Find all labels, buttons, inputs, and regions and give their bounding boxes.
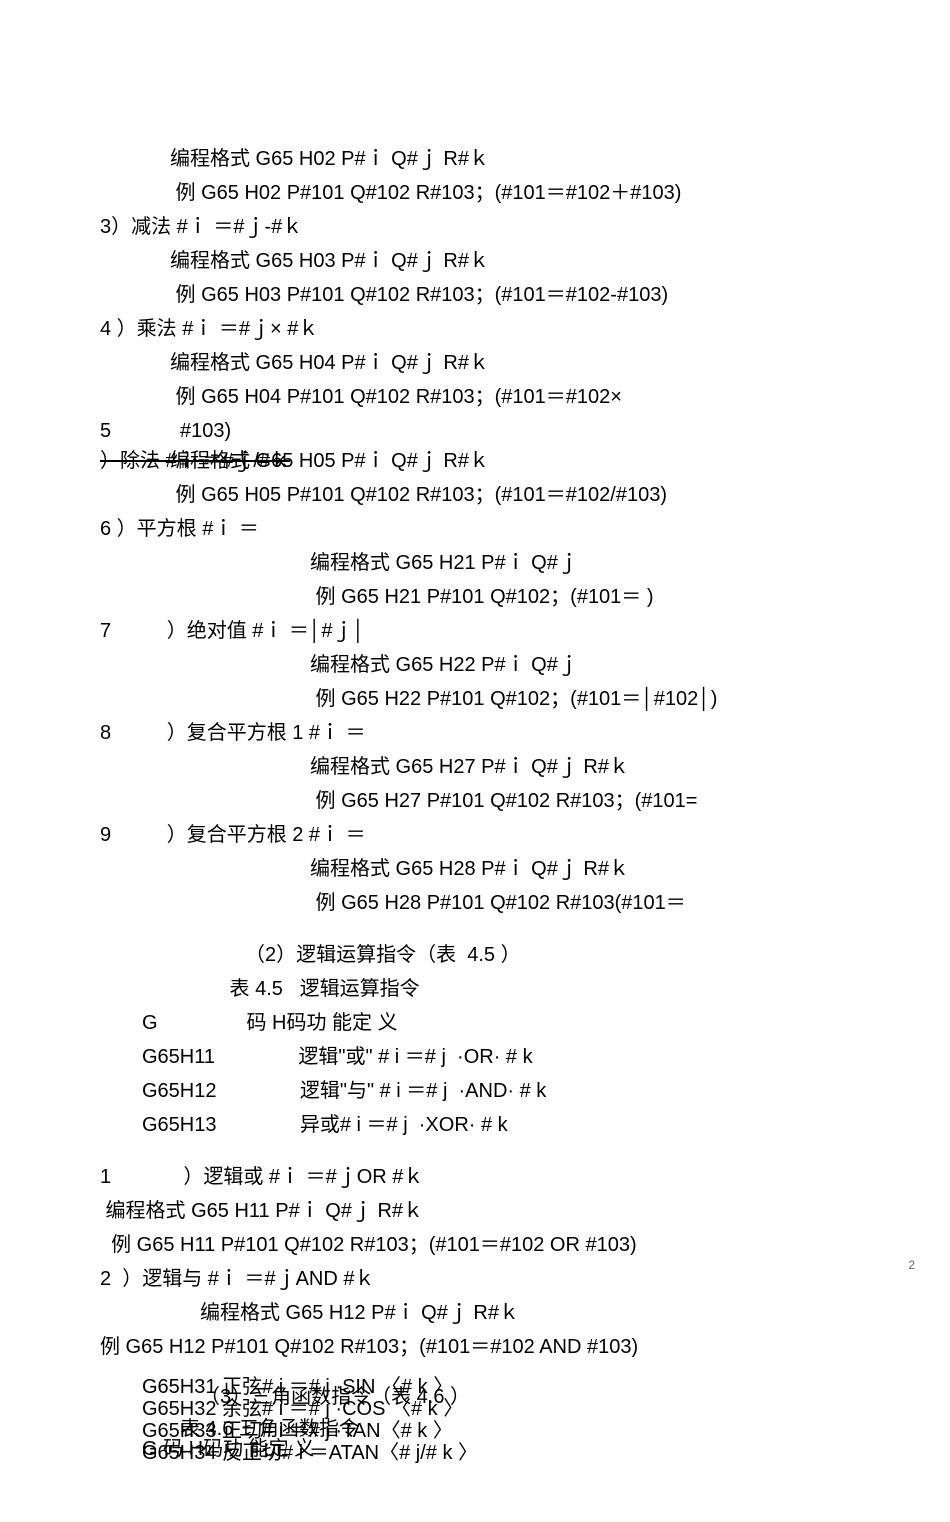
text-line: 编程格式 G65 H21 P#ｉ Q#ｊ [100,548,890,578]
text-line: 3）减法 #ｉ ＝#ｊ-#ｋ [100,212,890,242]
spacer [100,922,890,936]
text-line: 编程格式 G65 H04 P#ｉ Q#ｊ R#ｋ [100,348,890,378]
text-line: 7 ）绝对值 #ｉ ＝│#ｊ│ [100,616,890,646]
spacer [100,1144,890,1158]
text-line: 例 G65 H05 P#101 Q#102 R#103；(#101＝#102/#… [100,480,890,510]
text-fragment: #103) [180,416,231,446]
text-line: 表 4.5 逻辑运算指令 [100,974,890,1004]
table-row: G65H11 逻辑"或" # i ＝# j ·OR· # k [100,1042,890,1072]
text-line: 编程格式 G65 H12 P#ｉ Q#ｊ R#ｋ [100,1298,890,1328]
overlap-line: ）除法 #ｉ ＝#ｊ/#ｋ 编程格式 G65 H05 P#ｉ Q#ｊ R#ｋ [100,446,890,476]
text-line: 例 G65 H12 P#101 Q#102 R#103；(#101＝#102 A… [100,1332,890,1362]
text-line: 9 ）复合平方根 2 #ｉ ＝ [100,820,890,850]
text-line: 6 ）平方根 #ｉ ＝ [100,514,890,544]
text-overlap: G 码 H码功 能定 义 [142,1434,314,1464]
text-line: （2）逻辑运算指令（表 4.5 ） [100,940,890,970]
text-line: 例 G65 H21 P#101 Q#102；(#101＝ ) [100,582,890,612]
text-line: 例 G65 H11 P#101 Q#102 R#103；(#101＝#102 O… [100,1230,890,1260]
text-line: 例 G65 H28 P#101 Q#102 R#103(#101＝ [100,888,890,918]
text-line: 1 ）逻辑或 #ｉ ＝#ｊOR #ｋ [100,1162,890,1192]
text-line: 编程格式 G65 H28 P#ｉ Q#ｊ R#ｋ [100,854,890,884]
text-line: 编程格式 G65 H03 P#ｉ Q#ｊ R#ｋ [100,246,890,276]
text-fragment: 5 [100,416,111,446]
text-line: 8 ）复合平方根 1 #ｉ ＝ [100,718,890,748]
text-line: 例 G65 H27 P#101 Q#102 R#103；(#101= [100,786,890,816]
text-fragment: 编程格式 G65 H05 P#ｉ Q#ｊ R#ｋ [170,446,489,476]
text-line: 编程格式 G65 H22 P#ｉ Q#ｊ [100,650,890,680]
overlap-line: 5 #103) [100,416,890,446]
table-row: G65H12 逻辑"与" # i ＝# j ·AND· # k [100,1076,890,1106]
table-header: G 码 H码功 能定 义 [100,1008,890,1038]
text-line: 编程格式 G65 H02 P#ｉ Q#ｊ R#ｋ [100,144,890,174]
text-line: 2 ）逻辑与 #ｉ ＝#ｊAND #ｋ [100,1264,890,1294]
page-number: 2 [908,1256,915,1274]
text-overlap: （3）三角函数指令（表 4.6 ） [200,1382,470,1412]
table-row: G65H13 异或# i ＝# j ·XOR· # k [100,1110,890,1140]
text-line: 例 G65 H04 P#101 Q#102 R#103；(#101＝#102× [100,382,890,412]
text-line: 例 G65 H22 P#101 Q#102；(#101＝│#102│) [100,684,890,714]
overlapping-text-block: G65H31 正弦# i ＝# j ·SIN 〈# k 〉 G65H32 余弦#… [100,1372,890,1482]
text-line: 编程格式 G65 H27 P#ｉ Q#ｊ R#ｋ [100,752,890,782]
document-page: 编程格式 G65 H02 P#ｉ Q#ｊ R#ｋ 例 G65 H02 P#101… [0,0,950,1522]
text-line: 编程格式 G65 H11 P#ｉ Q#ｊ R#ｋ [100,1196,890,1226]
text-line: 例 G65 H03 P#101 Q#102 R#103；(#101＝#102-#… [100,280,890,310]
text-line: 例 G65 H02 P#101 Q#102 R#103；(#101＝#102＋#… [100,178,890,208]
text-line: 4 ）乘法 #ｉ ＝#ｊ× #ｋ [100,314,890,344]
